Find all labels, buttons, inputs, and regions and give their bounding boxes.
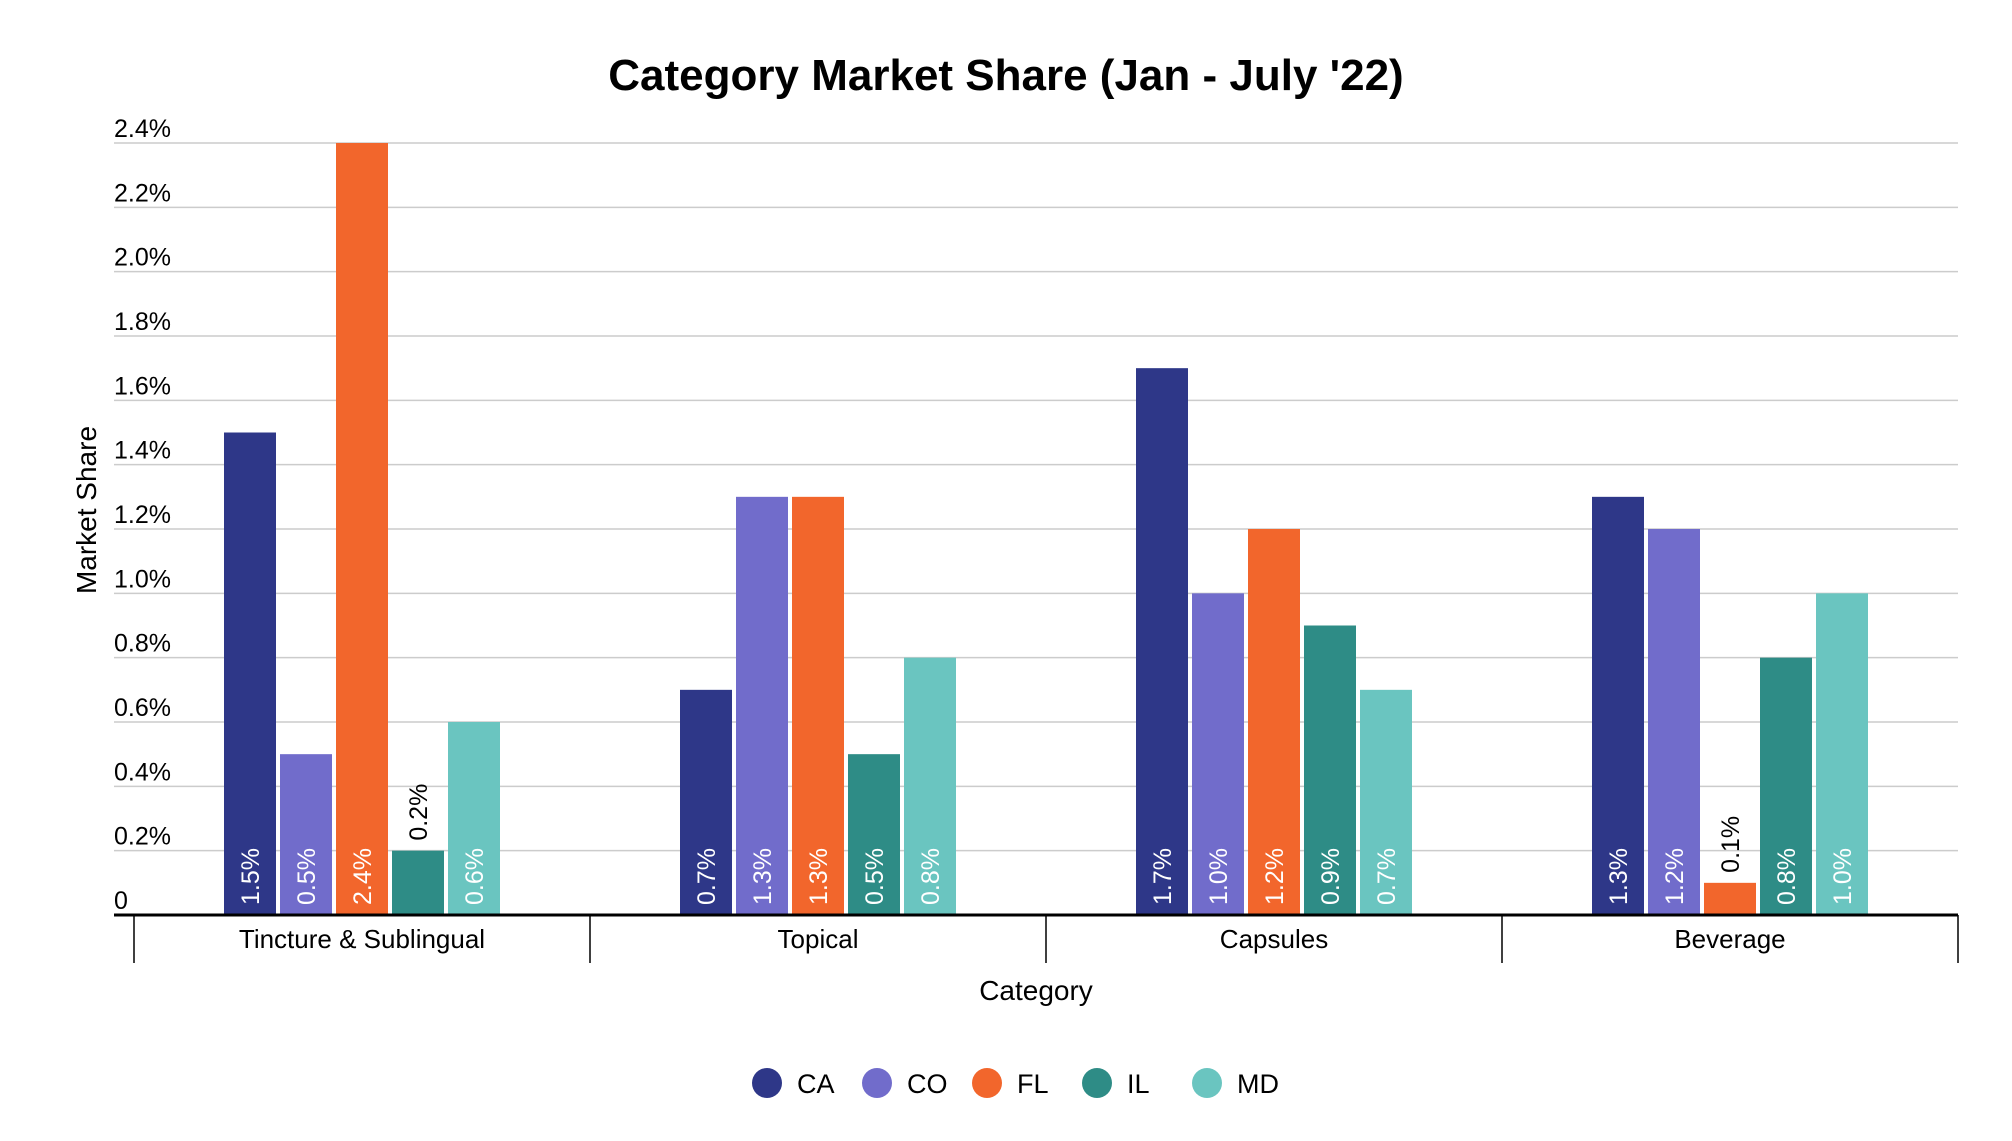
- y-tick-label: 1.2%: [114, 501, 171, 529]
- data-label-md-1: 0.6%: [461, 848, 489, 905]
- category-label: Topical: [778, 924, 859, 954]
- bar-il-3: [1304, 625, 1356, 915]
- data-label-fl-1: 2.4%: [349, 848, 377, 905]
- bar-il-4: [1760, 657, 1812, 915]
- chart-title: Category Market Share (Jan - July '22): [608, 51, 1403, 100]
- data-label-fl-3: 1.2%: [1261, 848, 1289, 905]
- data-label-fl-4: 0.1%: [1717, 816, 1745, 873]
- y-tick-label: 2.2%: [114, 179, 171, 207]
- legend-label-ca: CA: [797, 1069, 835, 1099]
- bar-ca-2: [680, 689, 732, 915]
- data-label-md-2: 0.8%: [917, 848, 945, 905]
- bar-fl-2: [792, 496, 844, 915]
- bar-fl-3: [1248, 529, 1300, 915]
- bar-co-2: [736, 496, 788, 915]
- bar-fl-1: [336, 143, 388, 915]
- data-label-ca-3: 1.7%: [1149, 848, 1177, 905]
- bar-ca-1: [224, 432, 276, 915]
- bar-co-4: [1648, 529, 1700, 915]
- y-tick-label: 1.8%: [114, 308, 171, 336]
- bar-co-1: [280, 754, 332, 915]
- y-axis-ticks: 0 0.2% 0.4% 0.6% 0.8% 1.0% 1.2% 1.4% 1.6% 1.8% 2.0…: [114, 115, 171, 915]
- data-label-il-2: 0.5%: [861, 848, 889, 905]
- legend-marker-ca: [752, 1068, 782, 1098]
- data-label-ca-4: 1.3%: [1605, 848, 1633, 905]
- legend-label-fl: FL: [1017, 1069, 1049, 1099]
- y-tick-label: 1.6%: [114, 372, 171, 400]
- bar-md-3: [1360, 689, 1412, 915]
- bar-il-2: [848, 754, 900, 915]
- bar-md-1: [448, 722, 500, 915]
- legend: CA CO FL IL MD: [752, 1068, 1279, 1099]
- bar-il-1: [392, 850, 444, 915]
- y-tick-label: 1.0%: [114, 565, 171, 593]
- category-labels: Tincture & Sublingual Topical Capsules Beve…: [239, 924, 1786, 954]
- data-label-md-4: 1.0%: [1829, 848, 1857, 905]
- legend-marker-md: [1192, 1068, 1222, 1098]
- bar-ca-4: [1592, 496, 1644, 915]
- bar-co-3: [1192, 593, 1244, 915]
- legend-label-co: CO: [907, 1069, 948, 1099]
- y-tick-label: 0.8%: [114, 630, 171, 658]
- data-label-co-4: 1.2%: [1661, 848, 1689, 905]
- legend-label-il: IL: [1127, 1069, 1150, 1099]
- category-label: Capsules: [1220, 924, 1328, 954]
- y-tick-label: 2.0%: [114, 244, 171, 272]
- legend-label-md: MD: [1237, 1069, 1279, 1099]
- data-label-fl-2: 1.3%: [805, 848, 833, 905]
- legend-marker-co: [862, 1068, 892, 1098]
- gridlines: [114, 142, 1958, 852]
- y-tick-label: 0.6%: [114, 694, 171, 722]
- bar-ca-3: [1136, 368, 1188, 916]
- bars: 1.5% 0.5% 2.4% 0.2% 0.6% 0.7% 1.3% 1.3% 0.5% 0.8%…: [224, 143, 1868, 916]
- category-label: Tincture & Sublingual: [239, 924, 485, 954]
- category-label: Beverage: [1674, 924, 1785, 954]
- data-label-co-3: 1.0%: [1205, 848, 1233, 905]
- data-label-ca-1: 1.5%: [237, 848, 265, 905]
- bar-fl-4: [1704, 882, 1756, 915]
- data-label-ca-2: 0.7%: [693, 848, 721, 905]
- legend-marker-fl: [972, 1068, 1002, 1098]
- x-axis-title: Category: [979, 975, 1093, 1006]
- y-tick-label: 0.2%: [114, 823, 171, 851]
- legend-marker-il: [1082, 1068, 1112, 1098]
- y-tick-label: 0.4%: [114, 758, 171, 786]
- bar-md-4: [1816, 593, 1868, 915]
- y-tick-label: 0: [114, 887, 128, 915]
- data-label-co-1: 0.5%: [293, 848, 321, 905]
- x-axis: [114, 913, 1959, 963]
- data-label-il-3: 0.9%: [1317, 848, 1345, 905]
- y-tick-label: 1.4%: [114, 437, 171, 465]
- data-label-il-4: 0.8%: [1773, 848, 1801, 905]
- y-tick-label: 2.4%: [114, 115, 171, 143]
- data-label-co-2: 1.3%: [749, 848, 777, 905]
- data-label-md-3: 0.7%: [1373, 848, 1401, 905]
- data-label-il-1: 0.2%: [405, 784, 433, 841]
- bar-md-2: [904, 657, 956, 915]
- y-axis-title: Market Share: [71, 426, 102, 594]
